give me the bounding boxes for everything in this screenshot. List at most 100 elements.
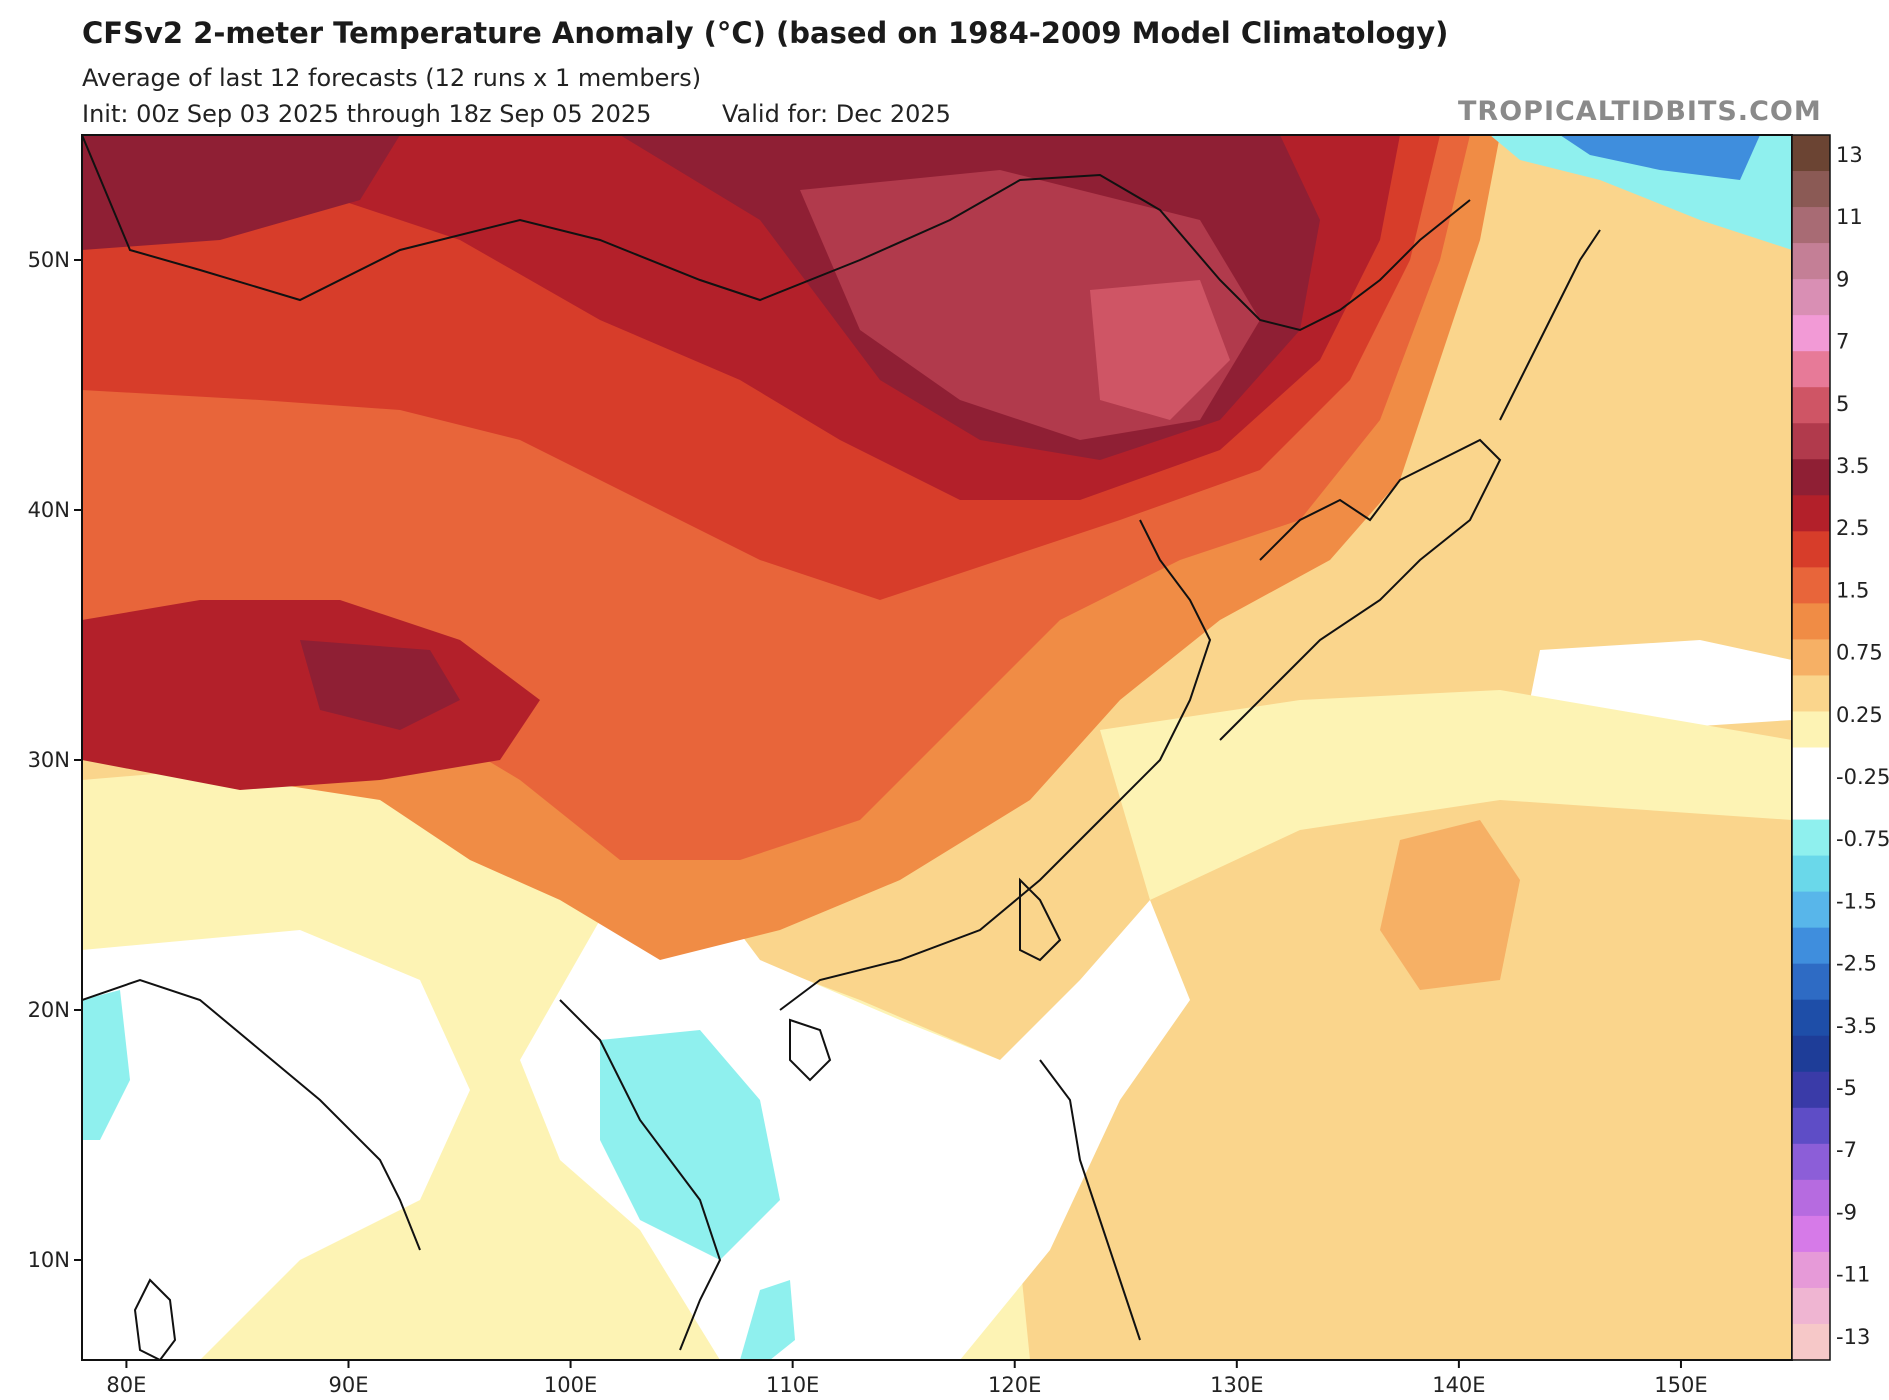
colorbar-bin [1792,711,1830,748]
colorbar-bin [1792,387,1830,424]
colorbar-bin [1792,315,1830,352]
colorbar-label: 7 [1836,330,1849,354]
coast-taiwan [1019,877,1062,962]
border-russia [82,135,1471,332]
colorbar-bin [1792,1251,1830,1289]
lat-tick-label: 10N [28,1248,70,1272]
coast-hokkaido [1499,229,1601,421]
coast-indochina [559,999,722,1351]
coast-china-east [779,519,1212,1011]
colorbar-bin [1792,819,1830,857]
colorbar-label: -0.75 [1836,827,1889,851]
latitude-axis: 50N 40N 30N 20N 10N [28,248,82,1272]
map-title: CFSv2 2-meter Temperature Anomaly (°C) (… [82,16,1449,50]
colorbar-bin [1792,135,1830,172]
colorbar-bin [1792,207,1830,244]
colorbar-label: -7 [1836,1138,1857,1162]
colorbar-label: 13 [1836,143,1863,167]
colorbar-bin [1792,603,1830,640]
colorbar-label: -1.5 [1836,889,1877,913]
field-cold-ne [1560,135,1760,180]
lon-tick-label: 80E [106,1373,146,1397]
field-cool-indochina [600,1030,780,1260]
colorbar-bin [1792,1035,1830,1073]
colorbar-label: -2.5 [1836,952,1877,976]
lat-tick-label: 40N [28,498,70,522]
lon-tick-label: 140E [1432,1373,1485,1397]
lon-tick-label: 120E [988,1373,1041,1397]
colorbar-bin [1792,531,1830,568]
field-strong-tibet [82,600,540,790]
colorbar-bin [1792,675,1830,712]
colorbar-frame [1791,134,1831,1361]
anomaly-field [82,135,1792,1360]
colorbar-bin [1792,1215,1830,1253]
colorbar-bin [1792,171,1830,208]
colorbar-bin [1792,351,1830,388]
colorbar-label: 5 [1836,392,1849,416]
colorbar-bin [1792,495,1830,532]
field-cool-south [740,1280,795,1360]
colorbar-label: -9 [1836,1200,1857,1224]
colorbar-bin [1792,783,1830,821]
longitude-axis: 80E 90E 100E 110E 120E 130E 140E 150E [106,1360,1708,1397]
colorbar-bin [1792,747,1830,785]
lat-tick-label: 20N [28,998,70,1022]
colorbar-bin [1792,567,1830,604]
colorbar-label: -11 [1836,1263,1870,1287]
colorbar-label: 0.25 [1836,703,1883,727]
colorbar-bin [1792,423,1830,460]
colorbar-bin [1792,963,1830,1001]
colorbar-label: 9 [1836,267,1849,291]
colorbar-bin [1792,1143,1830,1181]
colorbar-label: 1.5 [1836,578,1869,602]
coast-philippines [1039,1059,1141,1341]
colorbar-label: 2.5 [1836,516,1869,540]
valid-time: Valid for: Dec 2025 [722,100,951,128]
colorbar-bin [1792,639,1830,676]
coastlines [82,135,1601,1360]
colorbar-bin [1792,459,1830,496]
colorbar-label: 11 [1836,205,1863,229]
colorbar-bin [1792,1107,1830,1145]
colorbar-bin [1792,999,1830,1037]
coast-japan [1219,438,1502,741]
map-subtitle: Average of last 12 forecasts (12 runs x … [82,64,702,92]
lat-tick-label: 30N [28,748,70,772]
lon-tick-label: 100E [544,1373,597,1397]
colorbar-label: -13 [1836,1325,1870,1349]
lon-tick-label: 150E [1654,1373,1707,1397]
colorbar-bin [1792,927,1830,965]
field-neutral-india [82,930,470,1360]
colorbar-bin [1792,1071,1830,1109]
field-warm-pacific [1380,820,1520,990]
colorbar-label: 0.75 [1836,641,1883,665]
coast-hainan [789,1018,832,1082]
colorbar: 13 11 9 7 5 3.5 2.5 1.5 0.75 0.25 -0.25 -0.75 -1.5 -2… [1791,134,1889,1361]
brand-watermark: TROPICALTIDBITS.COM [1458,96,1822,127]
colorbar-bin [1792,1323,1830,1361]
colorbar-label: -5 [1836,1076,1857,1100]
coast-srilanka [133,1278,177,1360]
colorbar-bin [1792,891,1830,929]
colorbar-label: 3.5 [1836,454,1869,478]
colorbar-bin [1792,855,1830,893]
lon-tick-label: 110E [766,1373,819,1397]
lon-tick-label: 130E [1210,1373,1263,1397]
colorbar-bin [1792,279,1830,316]
colorbar-bin [1792,1287,1830,1325]
field-strong-nw [82,135,400,250]
field-peak-manchuria [1090,280,1230,420]
field-light-pacific [1100,690,1792,900]
coast-india [82,978,421,1251]
colorbar-label: -0.25 [1836,765,1889,789]
field-peak-tibet [300,640,460,730]
colorbar-label: -3.5 [1836,1014,1877,1038]
colorbar-bin [1792,1179,1830,1217]
field-cool-bay [82,990,130,1140]
init-time: Init: 00z Sep 03 2025 through 18z Sep 05… [82,100,652,128]
colorbar-bin [1792,243,1830,280]
lat-tick-label: 50N [28,248,70,272]
lon-tick-label: 90E [328,1373,368,1397]
